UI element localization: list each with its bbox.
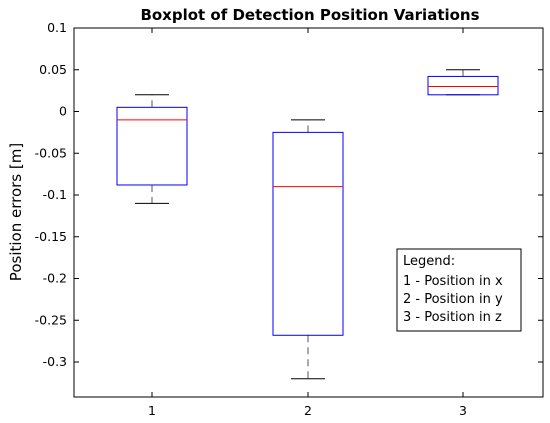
box-2 [272, 119, 344, 380]
y-tick-label: 0 [59, 104, 67, 119]
legend-entry-3: 3 - Position in z [403, 310, 502, 325]
boxes-group [116, 69, 499, 380]
legend-entry-2: 2 - Position in y [403, 292, 503, 307]
x-tick-label: 2 [304, 403, 312, 418]
x-tick-label: 1 [148, 403, 156, 418]
legend: Legend: 1 - Position in x 2 - Position i… [396, 248, 522, 332]
iqr-box [116, 106, 188, 186]
x-axis-ticks: 1 2 3 [148, 28, 467, 418]
y-tick-label: -0.05 [35, 145, 67, 160]
y-tick-label: -0.15 [35, 229, 67, 244]
y-tick-label: -0.1 [43, 187, 67, 202]
y-tick-label: 0.1 [47, 20, 67, 35]
y-tick-label: -0.3 [43, 354, 67, 369]
chart-title: Boxplot of Detection Position Variations [140, 6, 479, 24]
x-tick-label: 3 [459, 403, 467, 418]
iqr-box [427, 75, 499, 96]
box-3 [427, 69, 499, 96]
y-axis-label: Position errors [m] [7, 143, 25, 281]
y-tick-label: -0.2 [43, 271, 67, 286]
legend-entry-1: 1 - Position in x [403, 274, 503, 289]
legend-box [396, 248, 522, 332]
y-tick-label: -0.25 [35, 312, 67, 327]
iqr-box [272, 131, 344, 336]
legend-title: Legend: [403, 254, 455, 269]
y-tick-label: 0.05 [39, 62, 67, 77]
box-1 [116, 94, 188, 204]
y-axis-ticks: 0.1 0.05 0 -0.05 -0.1 -0.15 -0.2 -0.25 -0.3 [35, 20, 543, 369]
